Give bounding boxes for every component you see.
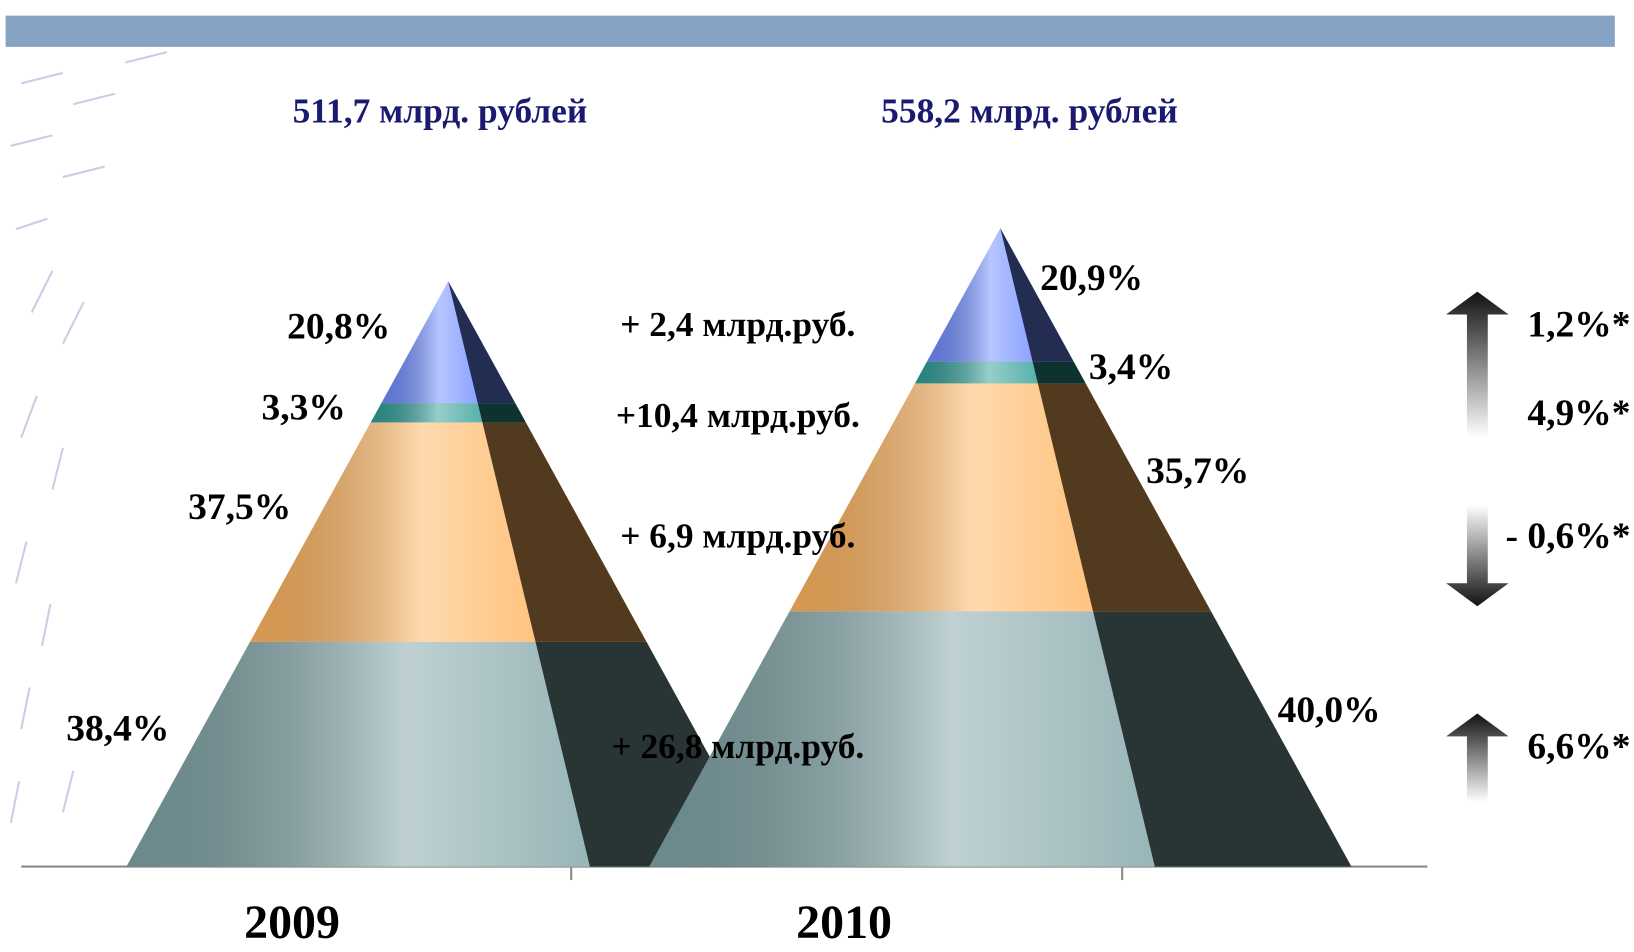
- layer-shine: [370, 403, 483, 423]
- value-label: 40,0%: [1278, 690, 1381, 731]
- background-decoration: [9, 51, 168, 824]
- layer-shine: [126, 641, 590, 867]
- value-label: 37,5%: [188, 487, 291, 528]
- layer-side-shade: [482, 422, 647, 642]
- layer-shine: [914, 361, 1038, 384]
- growth-label: 1,2%*: [1527, 305, 1630, 346]
- total-label: 511,7 млрд. рублей: [293, 91, 588, 131]
- value-label: 20,8%: [287, 307, 390, 348]
- total-label: 558,2 млрд. рублей: [881, 91, 1178, 131]
- layer-shine: [649, 611, 1155, 867]
- value-label: 35,7%: [1146, 451, 1249, 492]
- layer-side-shade: [477, 403, 526, 423]
- down-arrow: [1446, 505, 1509, 607]
- up-arrow: [1446, 713, 1509, 803]
- value-label: 3,3%: [261, 387, 345, 428]
- layer-shine: [789, 383, 1094, 612]
- layer-shine: [381, 281, 478, 404]
- growth-label: 4,9%*: [1527, 393, 1630, 434]
- growth-label: - 0,6%*: [1506, 516, 1631, 557]
- layer-side-shade: [1037, 383, 1211, 612]
- layer-side-shade: [1093, 611, 1352, 867]
- change-label: + 6,9 млрд.руб.: [620, 516, 855, 556]
- layer-shine: [926, 228, 1033, 362]
- year-label: 2009: [244, 896, 340, 949]
- layer-shine: [250, 422, 536, 642]
- year-label: 2010: [796, 896, 892, 949]
- layer-side-shade: [1000, 228, 1074, 362]
- change-label: + 2,4 млрд.руб.: [620, 304, 855, 344]
- value-label: 3,4%: [1089, 347, 1173, 388]
- up-arrow: [1446, 291, 1509, 438]
- growth-label: 6,6%*: [1527, 727, 1630, 768]
- value-label: 38,4%: [66, 708, 169, 749]
- pyramids: [126, 228, 1352, 867]
- header-band: [5, 15, 1615, 47]
- layer-side-shade: [1032, 361, 1086, 384]
- change-label: + 26,8 млрд.руб.: [611, 726, 864, 766]
- value-label: 20,9%: [1040, 258, 1143, 299]
- change-label: +10,4 млрд.руб.: [616, 395, 860, 435]
